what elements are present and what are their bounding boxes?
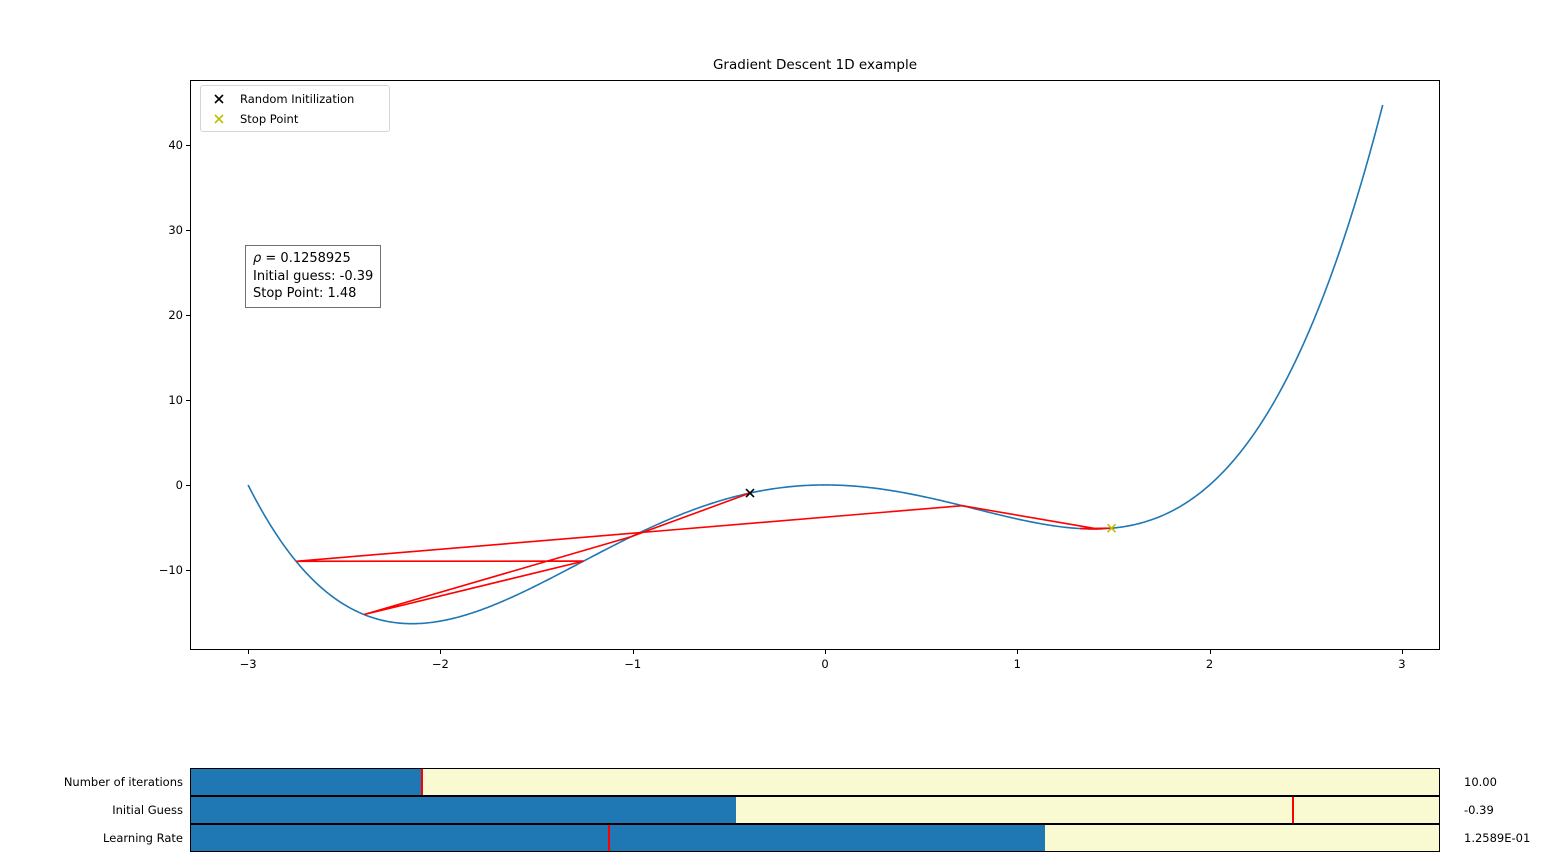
y-tick-label: 40 — [168, 137, 183, 152]
x-tick-label: 1 — [1013, 657, 1021, 671]
annotation-rho-line: ρ = 0.1258925 — [253, 251, 351, 266]
legend-label: Random Initilization — [240, 92, 355, 106]
stop-point-marker — [1106, 523, 1117, 533]
x-tick-label: 0 — [821, 657, 829, 671]
x-tick-mark — [632, 650, 634, 654]
random-init-marker-icon — [214, 94, 224, 104]
slider-label-initial-guess: Initial Guess — [112, 803, 183, 817]
x-tick-mark — [440, 650, 442, 654]
slider-initial-guess[interactable] — [190, 796, 1440, 824]
plot-canvas — [247, 104, 1384, 625]
annotation-initial-guess: Initial guess: -0.39 — [253, 268, 374, 284]
y-tick-label: 20 — [168, 307, 183, 322]
y-tick-mark — [186, 229, 190, 231]
annotation-stop-point: Stop Point: 1.48 — [253, 286, 357, 301]
x-tick-label: −1 — [624, 657, 642, 671]
x-tick-mark — [1209, 650, 1211, 654]
plot-area — [190, 80, 1440, 650]
descent-path — [296, 492, 1112, 616]
x-tick-label: 2 — [1205, 657, 1214, 671]
objective-curve — [247, 104, 1384, 625]
y-tick-mark — [186, 144, 190, 146]
y-tick-label: 30 — [168, 222, 183, 237]
x-tick-label: 3 — [1398, 657, 1406, 671]
slider-fill[interactable] — [191, 797, 737, 823]
legend: Random Initilization Stop Point — [200, 85, 390, 132]
legend-label: Stop Point — [240, 112, 299, 126]
slider-init-marker — [608, 825, 611, 851]
slider-number-of-iterations[interactable] — [190, 768, 1440, 796]
random-initialization-marker — [745, 488, 755, 498]
y-tick-mark — [186, 570, 190, 571]
slider-label-learning-rate: Learning Rate — [103, 831, 183, 845]
slider-fill[interactable] — [191, 769, 422, 795]
stop-point-marker-icon — [214, 114, 224, 124]
y-tick-mark — [186, 314, 190, 316]
slider-value-learning-rate: 1.2589E-01 — [1464, 831, 1531, 845]
annotation-box: ρ = 0.1258925 Initial guess: -0.39 Stop … — [245, 245, 382, 308]
x-tick-mark — [1017, 650, 1019, 654]
slider-label-iterations: Number of iterations — [63, 775, 183, 789]
y-tick-label: −10 — [158, 563, 183, 577]
legend-item-stop-point: Stop Point — [201, 109, 298, 129]
y-tick-label: 0 — [175, 478, 183, 492]
x-tick-mark — [1401, 650, 1403, 654]
x-tick-label: −3 — [239, 657, 257, 671]
x-tick-mark — [825, 650, 826, 654]
legend-item-random-initialization: Random Initilization — [201, 89, 354, 109]
slider-learning-rate[interactable] — [190, 824, 1440, 852]
slider-fill[interactable] — [191, 825, 1045, 851]
slider-init-marker — [1292, 797, 1295, 823]
slider-init-marker — [420, 769, 423, 795]
slider-value-initial-guess: -0.39 — [1464, 803, 1494, 817]
y-tick-label: 10 — [168, 392, 183, 407]
x-tick-label: −2 — [431, 657, 449, 671]
y-tick-mark — [186, 399, 190, 401]
plot-title: Gradient Descent 1D example — [712, 57, 918, 73]
slider-value-iterations: 10.00 — [1464, 775, 1497, 789]
y-tick-mark — [186, 485, 190, 486]
x-tick-mark — [248, 650, 250, 654]
